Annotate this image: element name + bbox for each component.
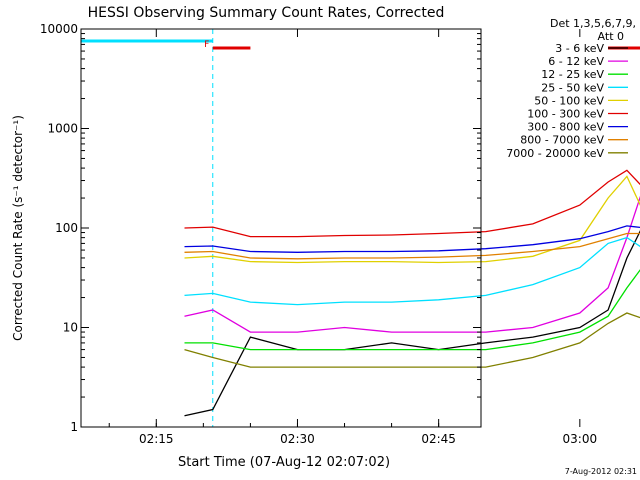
- series-line-8: [184, 312, 640, 368]
- legend-entry-label: 25 - 50 keV: [541, 81, 604, 94]
- x-tick-label: 02:15: [139, 432, 174, 446]
- legend-entry-label: 7000 - 20000 keV: [506, 147, 604, 160]
- y-tick-label: 1000: [47, 122, 78, 136]
- x-axis-label: Start Time (07-Aug-12 02:07:02): [178, 455, 390, 470]
- axis-layer: 02:1502:3002:4503:0003:1503:3003:4511010…: [40, 22, 598, 446]
- series-layer: [184, 169, 640, 417]
- legend-entry-label: 3 - 6 keV: [555, 42, 604, 55]
- x-tick-label: 02:45: [421, 432, 456, 446]
- chart-title: HESSI Observing Summary Count Rates, Cor…: [88, 5, 445, 21]
- y-tick-label: 1: [70, 420, 78, 434]
- legend-entry-label: 800 - 7000 keV: [520, 134, 604, 147]
- series-line-6: [184, 225, 640, 253]
- legend-header-att: Att 0: [598, 30, 624, 43]
- series-line-4: [184, 175, 640, 264]
- y-axis-label: Corrected Count Rate (s⁻¹ detector⁻¹): [11, 115, 25, 341]
- legend-header-det: Det 1,3,5,6,7,9,: [550, 17, 636, 30]
- y-tick-label: 10: [63, 321, 78, 335]
- timestamp: 7-Aug-2012 02:31: [565, 467, 637, 476]
- series-line-7: [184, 232, 640, 260]
- series-line-1: [184, 195, 640, 333]
- legend-entry-label: 50 - 100 keV: [534, 94, 604, 107]
- series-line-3: [184, 236, 640, 306]
- y-tick-label: 100: [55, 221, 78, 235]
- legend-entry-label: 12 - 25 keV: [541, 68, 604, 81]
- series-line-2: [184, 269, 640, 351]
- legend-entry-label: 6 - 12 keV: [548, 55, 604, 68]
- series-line-5: [184, 169, 640, 238]
- x-tick-label: 03:00: [563, 432, 598, 446]
- y-tick-label: 10000: [40, 22, 78, 36]
- x-tick-label: 02:30: [280, 432, 315, 446]
- legend-entry-label: 100 - 300 keV: [527, 108, 604, 121]
- legend-entry-label: 300 - 800 keV: [527, 121, 604, 134]
- flare-bar-label: F: [204, 40, 209, 50]
